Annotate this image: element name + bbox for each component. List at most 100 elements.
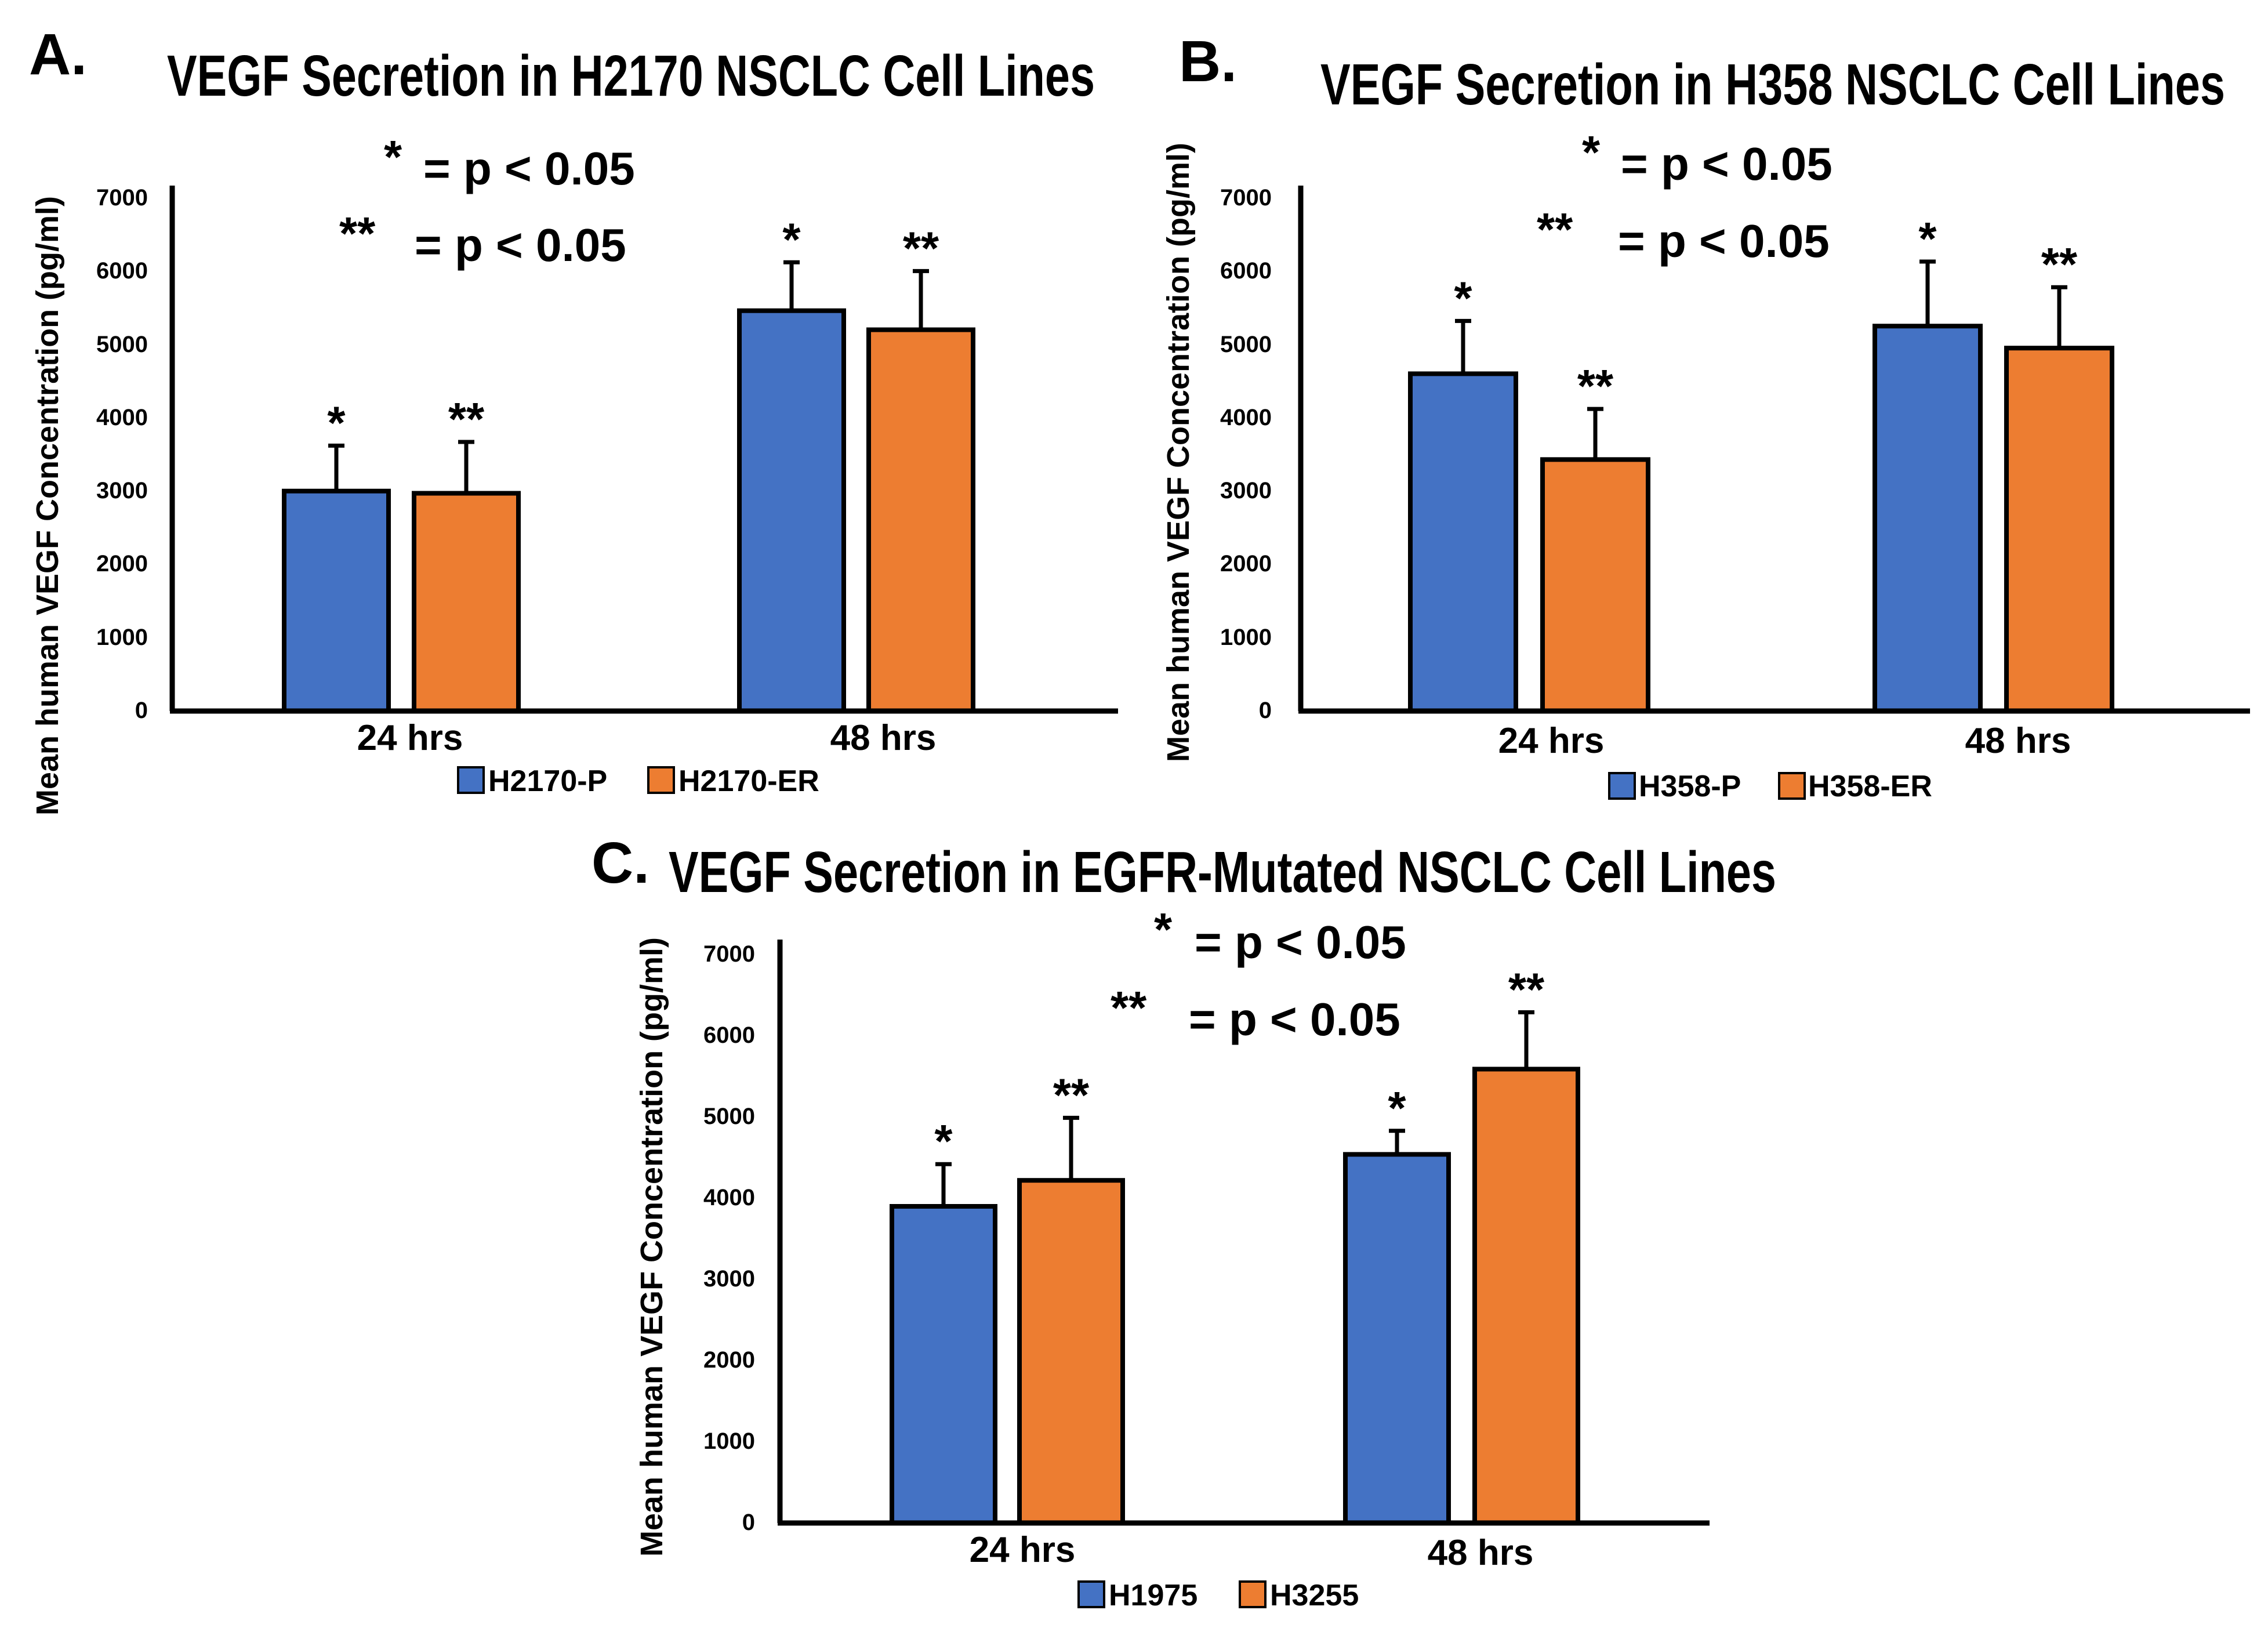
panel-label: A. [29, 22, 87, 87]
significance-mark: ** [448, 393, 485, 445]
legend-swatch-h358-p [1608, 772, 1636, 800]
y-tick-label: 2000 [703, 1347, 755, 1373]
y-tick-labels: 0 1000 2000 3000 4000 5000 6000 7000 [1220, 185, 1272, 723]
y-tick-label: 6000 [96, 258, 148, 284]
legend: H2170-P H2170-ER [457, 764, 819, 798]
sig-text-single: = p < 0.05 [423, 143, 635, 194]
sig-text-single: = p < 0.05 [1621, 138, 1832, 190]
significance-mark: * [934, 1115, 953, 1167]
bar-h1975-48-hrs [1343, 1152, 1451, 1525]
y-axis-label: Mean human VEGF Concentration (pg/ml) [1161, 143, 1196, 762]
bar-h358-p-24-hrs [1408, 371, 1518, 713]
legend: H358-P H358-ER [1608, 770, 1932, 803]
y-tick-label: 1000 [96, 625, 148, 650]
y-tick-label: 3000 [96, 478, 148, 503]
y-tick-labels: 0 1000 2000 3000 4000 5000 6000 7000 [703, 941, 755, 1535]
chart-title: VEGF Secretion in H2170 NSCLC Cell Lines [167, 43, 1095, 108]
bar-h358-p-48-hrs [1873, 324, 1983, 713]
y-tick-label: 1000 [703, 1428, 755, 1454]
y-tick-label: 6000 [1220, 258, 1272, 284]
sig-symbol-double: ** [339, 208, 376, 259]
significance-mark: ** [1577, 360, 1614, 412]
panel-label: C. [592, 831, 649, 895]
x-category-label: 24 hrs [357, 718, 463, 758]
sig-text-double: = p < 0.05 [1618, 215, 1830, 267]
y-axis-label: Mean human VEGF Concentration (pg/ml) [30, 196, 65, 815]
y-tick-label: 0 [742, 1510, 755, 1535]
legend-swatch-h1975 [1077, 1580, 1105, 1608]
bar-h2170-p-48-hrs [737, 308, 846, 713]
y-tick-label: 6000 [703, 1022, 755, 1048]
bars: ** ** ** [890, 963, 1580, 1525]
y-tick-label: 5000 [1220, 332, 1272, 357]
significance-mark: ** [2041, 238, 2078, 290]
y-axis-label: Mean human VEGF Concentration (pg/ml) [634, 937, 669, 1557]
x-category-label: 24 hrs [1498, 721, 1605, 761]
significance-mark: * [782, 213, 801, 265]
y-tick-label: 4000 [1220, 405, 1272, 430]
y-tick-label: 5000 [703, 1104, 755, 1129]
sig-symbol-double: ** [1111, 982, 1147, 1034]
significance-mark: * [327, 397, 346, 448]
sig-text-double: = p < 0.05 [1189, 993, 1400, 1045]
panel-a: A. VEGF Secretion in H2170 NSCLC Cell Li… [29, 22, 1118, 815]
legend-label: H2170-ER [678, 764, 819, 798]
bar-h358-er-48-hrs [2004, 346, 2114, 713]
significance-mark: ** [1508, 963, 1545, 1015]
x-category-label: 48 hrs [1428, 1533, 1534, 1573]
y-tick-label: 2000 [1220, 551, 1272, 576]
significance-mark: ** [903, 222, 939, 274]
y-tick-label: 3000 [1220, 478, 1272, 503]
legend-label: H358-P [1639, 770, 1741, 803]
y-tick-labels: 0 1000 2000 3000 4000 5000 6000 7000 [96, 185, 148, 723]
chart-title: VEGF Secretion in EGFR-Mutated NSCLC Cel… [669, 840, 1776, 905]
legend-swatch-h2170-p [457, 766, 485, 794]
sig-symbol-single: * [1154, 904, 1173, 955]
y-tick-label: 7000 [1220, 185, 1272, 211]
x-category-label: 48 hrs [830, 718, 937, 758]
legend-label: H1975 [1109, 1579, 1197, 1612]
significance-mark: * [1454, 272, 1472, 324]
significance-mark: * [1918, 213, 1937, 264]
y-tick-label: 4000 [703, 1185, 755, 1210]
bar-h3255-48-hrs [1472, 1067, 1580, 1525]
chart-title: VEGF Secretion in H358 NSCLC Cell Lines [1320, 52, 2225, 117]
x-category-label: 48 hrs [1965, 721, 2071, 761]
sig-text-double: = p < 0.05 [415, 219, 626, 271]
sig-symbol-single: * [1582, 126, 1601, 178]
legend-swatch-h3255 [1239, 1580, 1267, 1608]
sig-text-single: = p < 0.05 [1195, 916, 1406, 968]
panel-b: B. VEGF Secretion in H358 NSCLC Cell Lin… [1161, 29, 2250, 803]
significance-mark: ** [1053, 1069, 1090, 1121]
y-tick-label: 3000 [703, 1266, 755, 1292]
y-tick-label: 0 [1259, 698, 1272, 723]
legend: H1975 H3255 [1077, 1579, 1359, 1612]
legend-label: H3255 [1270, 1579, 1359, 1612]
legend-label: H358-ER [1808, 770, 1932, 803]
bar-h2170-er-48-hrs [866, 327, 975, 713]
y-tick-label: 7000 [703, 941, 755, 967]
bar-h2170-p-24-hrs [282, 488, 391, 713]
bar-h1975-24-hrs [890, 1204, 997, 1525]
x-category-label: 24 hrs [970, 1530, 1076, 1570]
bar-h2170-er-24-hrs [412, 491, 521, 713]
legend-label: H2170-P [488, 764, 607, 798]
panel-label: B. [1179, 29, 1237, 94]
legend-swatch-h2170-er [647, 766, 675, 794]
y-tick-label: 0 [135, 698, 148, 723]
bar-h358-er-24-hrs [1540, 457, 1650, 713]
y-tick-label: 5000 [96, 332, 148, 357]
y-tick-label: 2000 [96, 551, 148, 576]
panel-c: C. VEGF Secretion in EGFR-Mutated NSCLC … [592, 831, 1776, 1612]
y-tick-label: 7000 [96, 185, 148, 211]
y-tick-label: 4000 [96, 405, 148, 430]
bar-h3255-24-hrs [1017, 1178, 1125, 1525]
bars: ****** [1408, 213, 2114, 713]
sig-symbol-double: ** [1537, 204, 1573, 255]
y-tick-label: 1000 [1220, 625, 1272, 650]
sig-symbol-single: * [384, 131, 402, 183]
legend-swatch-h358-er [1778, 772, 1806, 800]
